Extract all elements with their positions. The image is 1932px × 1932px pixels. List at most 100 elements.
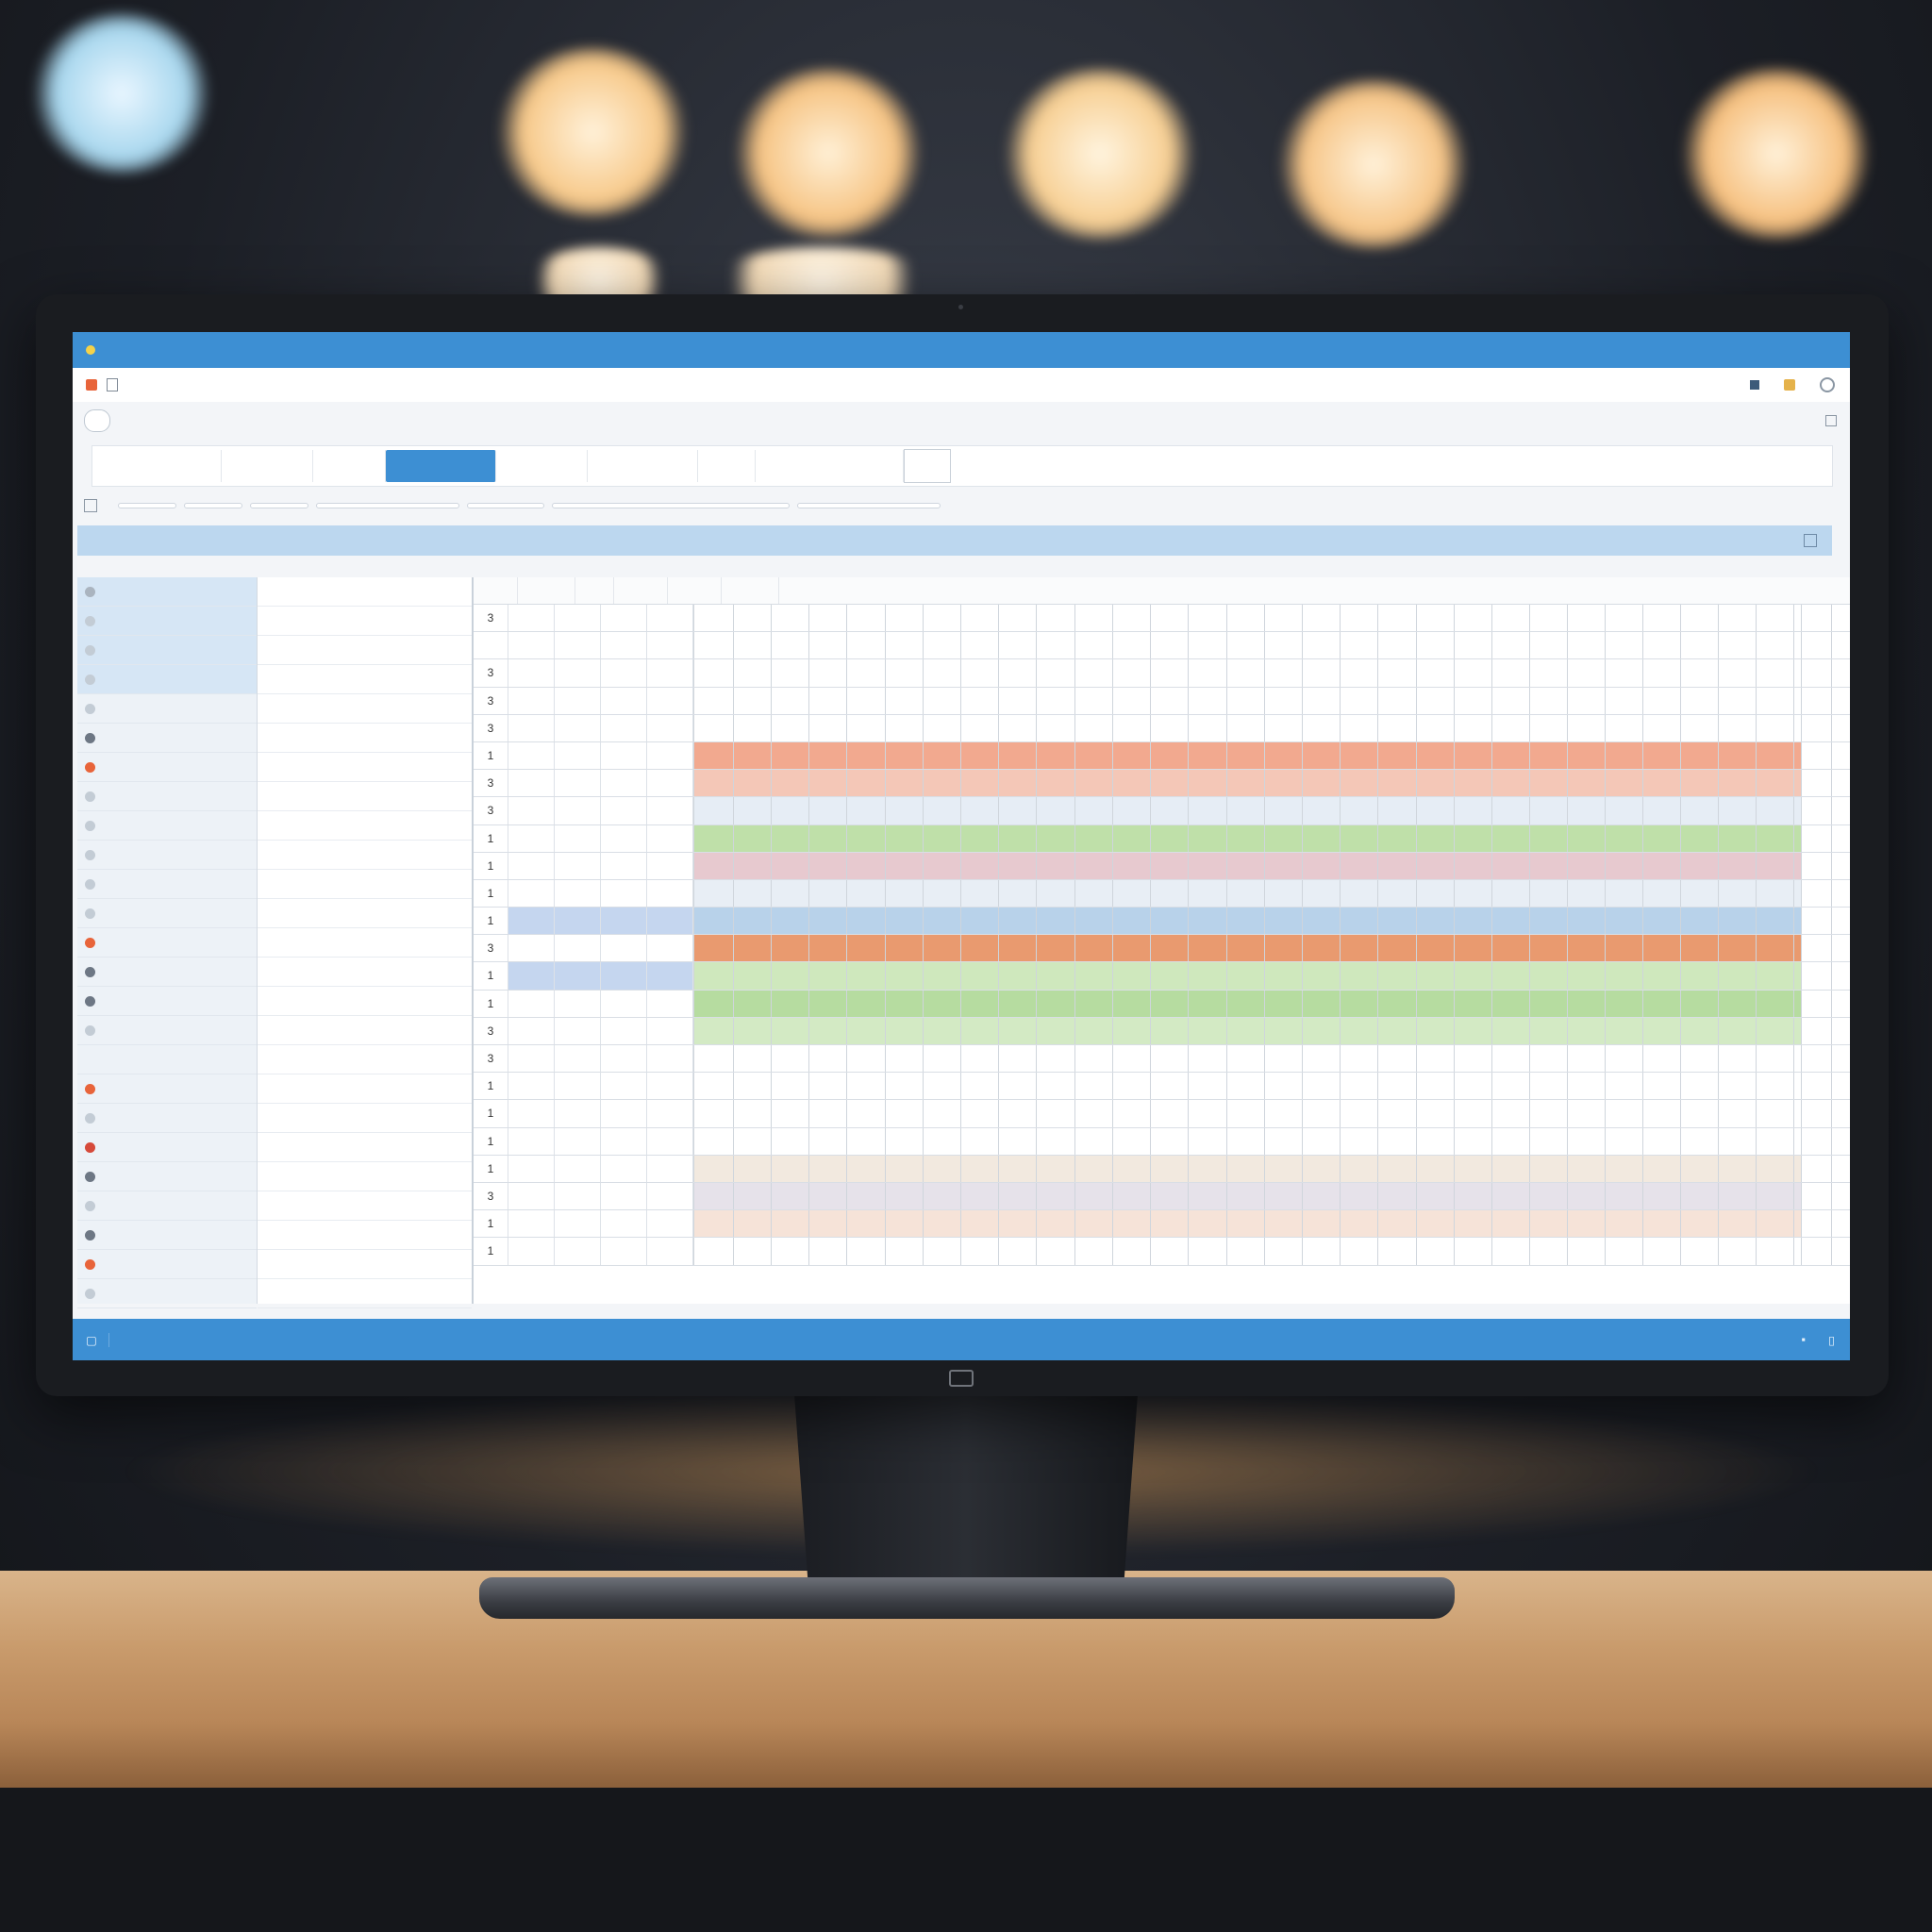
table-row[interactable]: 3	[474, 659, 1850, 688]
value-cell[interactable]	[508, 908, 555, 935]
back-icon[interactable]	[84, 409, 110, 432]
detail-list-item[interactable]	[258, 841, 472, 870]
row-end-cell[interactable]	[1801, 1100, 1850, 1127]
value-cell[interactable]	[601, 1238, 647, 1265]
row-end-cell[interactable]	[1801, 1210, 1850, 1238]
value-cell[interactable]	[647, 1210, 693, 1238]
value-cell[interactable]	[601, 1045, 647, 1073]
timeline-cell[interactable]	[693, 1182, 1832, 1210]
table-row[interactable]: 1	[474, 1238, 1850, 1266]
table-row[interactable]: 3	[474, 714, 1850, 742]
detail-list-item[interactable]	[258, 1250, 472, 1279]
value-cell[interactable]	[601, 1182, 647, 1210]
row-end-cell[interactable]	[1801, 1238, 1850, 1265]
sidebar-item[interactable]	[77, 1191, 257, 1221]
row-end-cell[interactable]	[1801, 632, 1850, 659]
timeline-cell[interactable]	[693, 852, 1832, 879]
value-cell[interactable]	[601, 990, 647, 1017]
value-cell[interactable]	[601, 687, 647, 714]
value-cell[interactable]	[601, 1100, 647, 1127]
pin-icon[interactable]	[1750, 380, 1759, 390]
table-row[interactable]: 3	[474, 605, 1850, 633]
value-cell[interactable]	[601, 1017, 647, 1044]
value-cell[interactable]	[647, 1127, 693, 1155]
value-cell[interactable]	[647, 852, 693, 879]
status-page-icon[interactable]: ▯	[1828, 1333, 1835, 1347]
timeline-cell[interactable]	[693, 632, 1832, 659]
detail-list-item[interactable]	[258, 665, 472, 694]
row-end-cell[interactable]	[1801, 605, 1850, 632]
value-cell[interactable]	[508, 741, 555, 770]
toolbar-button[interactable]	[92, 450, 222, 482]
status-pin-icon[interactable]: ▪	[1801, 1333, 1807, 1346]
value-cell[interactable]	[647, 879, 693, 908]
value-cell[interactable]	[508, 879, 555, 908]
row-end-cell[interactable]	[1801, 687, 1850, 714]
sidebar-item[interactable]	[77, 665, 257, 694]
value-cell[interactable]	[647, 990, 693, 1017]
detail-list-item[interactable]	[258, 1074, 472, 1104]
value-cell[interactable]	[601, 935, 647, 962]
table-row[interactable]: 3	[474, 1182, 1850, 1211]
detail-list-item[interactable]	[258, 870, 472, 899]
detail-list-item[interactable]	[258, 577, 472, 607]
value-cell[interactable]	[555, 687, 601, 714]
value-cell[interactable]	[508, 935, 555, 962]
sidebar-item[interactable]	[77, 753, 257, 782]
timeline-cell[interactable]	[693, 824, 1832, 852]
value-cell[interactable]	[601, 852, 647, 879]
value-cell[interactable]	[508, 1100, 555, 1127]
value-cell[interactable]	[508, 659, 555, 687]
sidebar-item[interactable]	[77, 782, 257, 811]
row-end-cell[interactable]	[1801, 1127, 1850, 1155]
row-end-cell[interactable]	[1801, 714, 1850, 741]
value-cell[interactable]	[601, 770, 647, 797]
table-row[interactable]: 1	[474, 962, 1850, 991]
sidebar-item[interactable]	[77, 1104, 257, 1133]
timeline-cell[interactable]	[693, 1127, 1832, 1155]
detail-list-item[interactable]	[258, 1104, 472, 1133]
value-cell[interactable]	[555, 1017, 601, 1044]
detail-list-item[interactable]	[258, 724, 472, 753]
value-cell[interactable]	[647, 797, 693, 824]
value-cell[interactable]	[555, 632, 601, 659]
timeline-cell[interactable]	[693, 990, 1832, 1017]
table-row[interactable]: 1	[474, 852, 1850, 880]
value-cell[interactable]	[601, 1073, 647, 1100]
value-cell[interactable]	[508, 990, 555, 1017]
value-cell[interactable]	[555, 770, 601, 797]
value-cell[interactable]	[555, 659, 601, 687]
value-cell[interactable]	[647, 1073, 693, 1100]
value-cell[interactable]	[647, 605, 693, 632]
detail-list-item[interactable]	[258, 958, 472, 987]
value-cell[interactable]	[647, 1045, 693, 1073]
table-row[interactable]: 1	[474, 879, 1850, 908]
grid-column-label[interactable]	[518, 577, 575, 604]
value-cell[interactable]	[508, 1017, 555, 1044]
table-row[interactable]: 1	[474, 1210, 1850, 1239]
timeline-cell[interactable]	[693, 1238, 1832, 1265]
toolbar-button[interactable]	[588, 450, 698, 482]
timeline-cell[interactable]	[693, 1155, 1832, 1182]
value-cell[interactable]	[508, 797, 555, 824]
value-cell[interactable]	[555, 1155, 601, 1182]
value-cell[interactable]	[555, 605, 601, 632]
detail-list-item[interactable]	[258, 1279, 472, 1308]
value-cell[interactable]	[647, 687, 693, 714]
timeline-cell[interactable]	[693, 797, 1832, 824]
table-row[interactable]: 1	[474, 908, 1850, 936]
timeline-cell[interactable]	[693, 687, 1832, 714]
toolbar-button-active[interactable]	[386, 450, 496, 482]
sidebar-item[interactable]	[77, 1279, 257, 1308]
value-cell[interactable]	[601, 1210, 647, 1238]
timeline-cell[interactable]	[693, 741, 1832, 770]
value-cell[interactable]	[647, 824, 693, 852]
value-cell[interactable]	[647, 1182, 693, 1210]
value-cell[interactable]	[601, 1127, 647, 1155]
value-cell[interactable]	[647, 1100, 693, 1127]
sidebar-item[interactable]	[77, 724, 257, 753]
table-row[interactable]: 3	[474, 935, 1850, 963]
table-row[interactable]: 3	[474, 1017, 1850, 1045]
row-end-cell[interactable]	[1801, 1017, 1850, 1044]
value-cell[interactable]	[601, 632, 647, 659]
